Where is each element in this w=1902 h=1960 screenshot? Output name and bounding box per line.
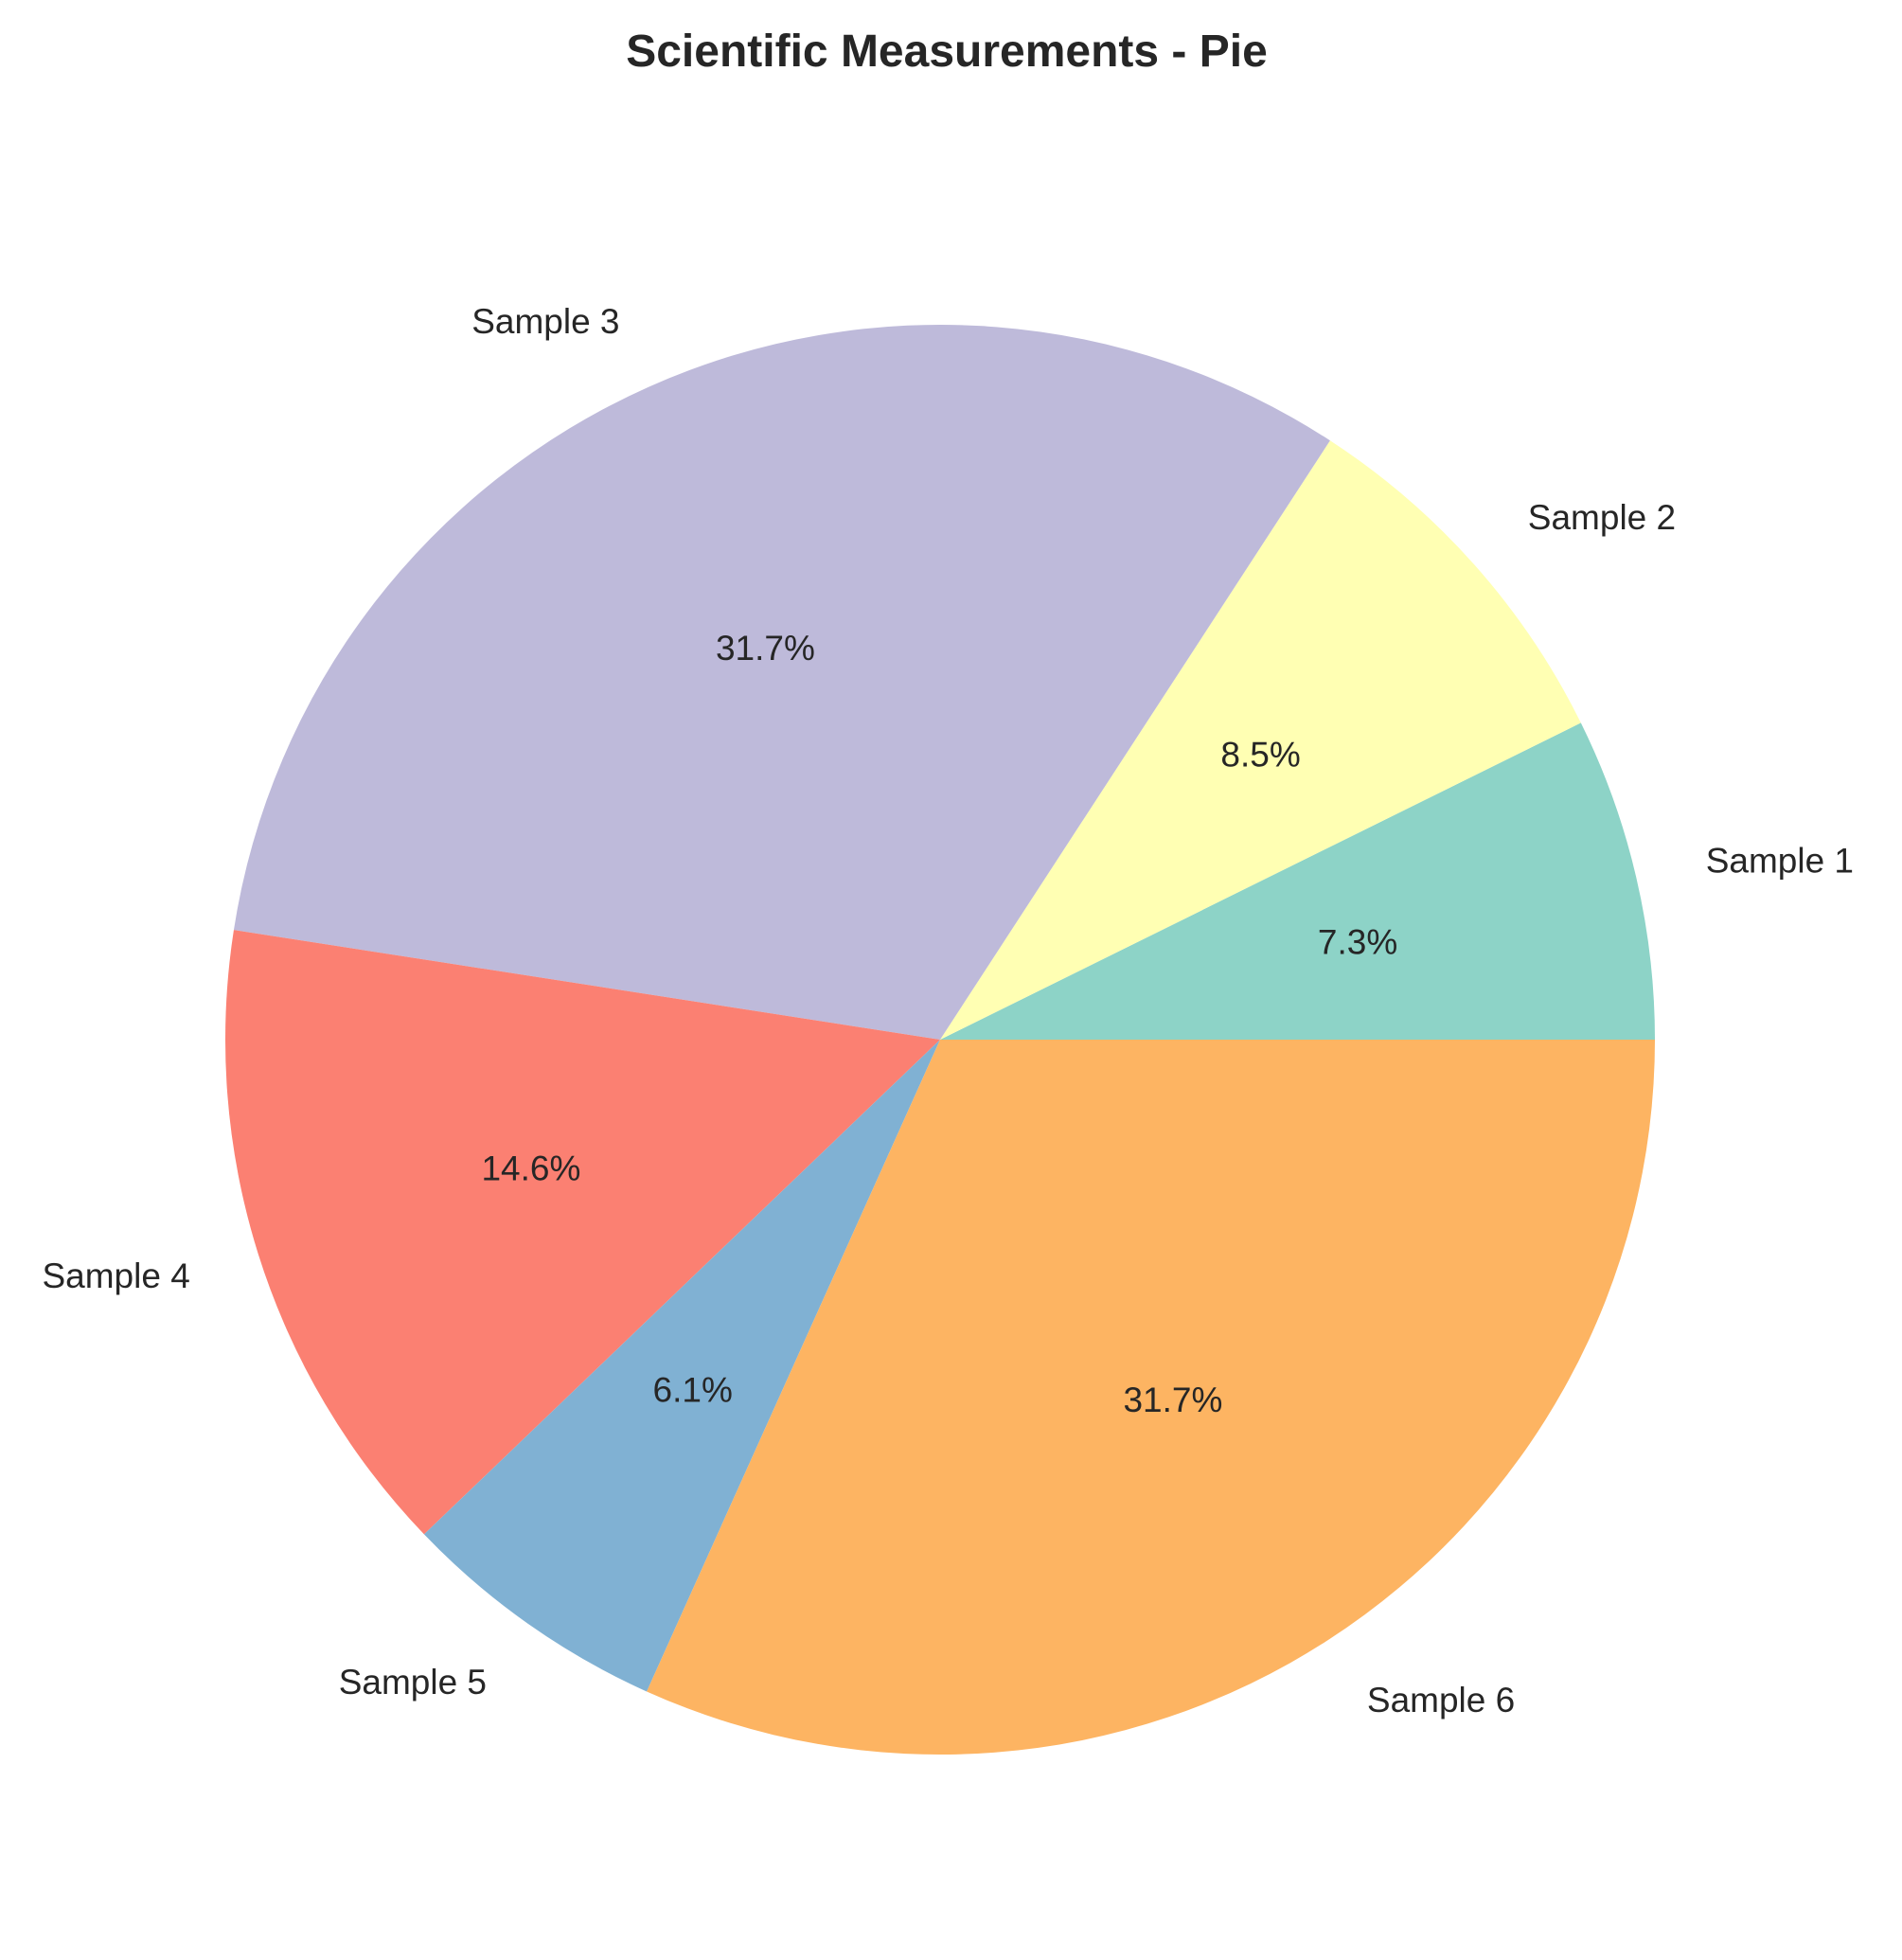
slice-percent-1: 7.3% xyxy=(1318,922,1397,961)
pie-slice-1 xyxy=(940,722,1655,1040)
slice-percent-6: 31.7% xyxy=(1123,1381,1222,1419)
slice-label-6: Sample 6 xyxy=(1367,1681,1515,1719)
pie-slice-5 xyxy=(423,1040,940,1692)
pie-slice-4 xyxy=(225,930,940,1535)
slice-label-3: Sample 3 xyxy=(471,302,619,341)
slice-label-5: Sample 5 xyxy=(339,1663,487,1702)
slice-percent-4: 14.6% xyxy=(481,1149,580,1188)
slice-percent-3: 31.7% xyxy=(716,629,815,668)
pie-slice-6 xyxy=(647,1040,1655,1755)
slice-label-1: Sample 1 xyxy=(1706,842,1854,881)
chart-title: Scientific Measurements - Pie xyxy=(626,27,1268,77)
slice-percent-5: 6.1% xyxy=(653,1371,733,1410)
pie-slice-3 xyxy=(233,325,1330,1040)
slice-label-4: Sample 4 xyxy=(42,1256,189,1295)
pie-slices xyxy=(225,325,1655,1755)
pie-labels: Sample 1 7.3% Sample 2 8.5% Sample 3 31.7% Sam… xyxy=(42,302,1854,1719)
slice-label-2: Sample 2 xyxy=(1528,498,1676,537)
pie-slice-2 xyxy=(940,440,1581,1040)
slice-percent-2: 8.5% xyxy=(1220,736,1300,775)
